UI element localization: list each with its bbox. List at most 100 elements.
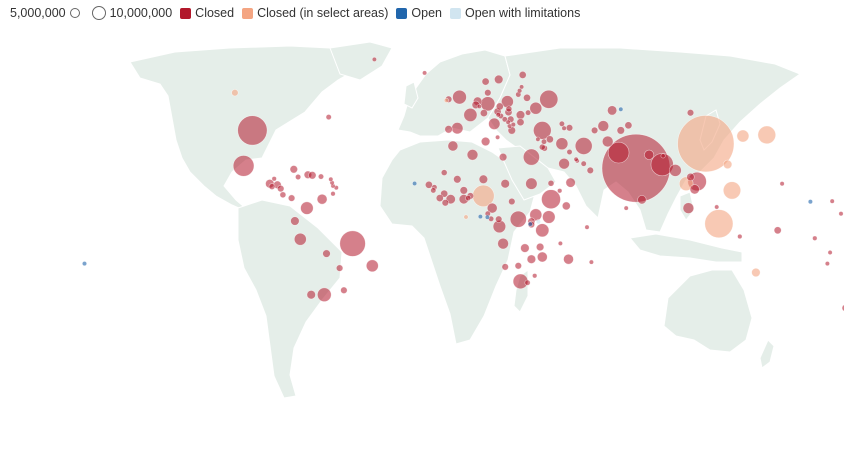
country-bubble-127[interactable]: [660, 153, 666, 159]
country-bubble-165[interactable]: [494, 74, 504, 84]
country-bubble-8[interactable]: [232, 155, 255, 177]
country-bubble-93[interactable]: [441, 199, 449, 207]
country-bubble-142[interactable]: [524, 279, 531, 286]
country-bubble-141[interactable]: [532, 273, 538, 279]
country-bubble-47[interactable]: [466, 149, 479, 161]
country-bubble-34[interactable]: [535, 223, 550, 238]
country-bubble-37[interactable]: [525, 177, 538, 190]
legend-open-limited[interactable]: Open with limitations: [450, 6, 580, 20]
country-bubble-150[interactable]: [516, 118, 525, 127]
country-bubble-2[interactable]: [237, 115, 268, 146]
country-bubble-125[interactable]: [624, 121, 633, 130]
country-bubble-58[interactable]: [686, 172, 695, 182]
country-bubble-119[interactable]: [535, 136, 541, 142]
country-bubble-68[interactable]: [336, 264, 344, 272]
country-bubble-120[interactable]: [561, 125, 567, 131]
country-bubble-126[interactable]: [686, 109, 695, 117]
country-bubble-4[interactable]: [704, 209, 734, 239]
country-bubble-15[interactable]: [509, 210, 527, 228]
country-bubble-94[interactable]: [453, 175, 462, 184]
country-bubble-50[interactable]: [499, 153, 508, 162]
country-bubble-98[interactable]: [478, 174, 489, 184]
country-bubble-109[interactable]: [565, 177, 576, 188]
country-bubble-123[interactable]: [590, 126, 599, 134]
country-bubble-39[interactable]: [536, 251, 548, 263]
country-bubble-113[interactable]: [573, 156, 579, 162]
country-bubble-122[interactable]: [565, 124, 574, 132]
country-bubble-182[interactable]: [412, 181, 418, 187]
country-bubble-80[interactable]: [317, 173, 324, 180]
country-bubble-28[interactable]: [555, 137, 569, 150]
country-bubble-18[interactable]: [480, 96, 496, 112]
country-bubble-106[interactable]: [557, 188, 563, 194]
country-bubble-114[interactable]: [566, 149, 573, 156]
country-bubble-157[interactable]: [479, 109, 488, 117]
country-bubble-166[interactable]: [481, 77, 490, 86]
country-bubble-76[interactable]: [289, 165, 298, 174]
country-bubble-158[interactable]: [495, 102, 504, 111]
country-bubble-46[interactable]: [500, 179, 510, 189]
country-bubble-107[interactable]: [547, 180, 555, 187]
country-bubble-183[interactable]: [477, 214, 483, 220]
country-bubble-108[interactable]: [561, 201, 571, 211]
country-bubble-136[interactable]: [779, 181, 785, 187]
country-bubble-78[interactable]: [308, 171, 317, 180]
country-bubble-95[interactable]: [440, 169, 448, 176]
country-bubble-33[interactable]: [451, 122, 464, 135]
country-bubble-79[interactable]: [295, 174, 302, 181]
country-bubble-63[interactable]: [231, 89, 239, 97]
country-bubble-159[interactable]: [505, 105, 513, 113]
country-bubble-48[interactable]: [447, 140, 459, 152]
country-bubble-167[interactable]: [484, 89, 492, 97]
country-bubble-5[interactable]: [607, 141, 630, 164]
country-bubble-92[interactable]: [435, 194, 444, 202]
country-bubble-172[interactable]: [444, 125, 453, 134]
country-bubble-188[interactable]: [484, 214, 490, 220]
country-bubble-42[interactable]: [459, 186, 468, 195]
country-bubble-134[interactable]: [829, 198, 835, 204]
country-bubble-25[interactable]: [736, 129, 750, 143]
country-bubble-90[interactable]: [430, 187, 437, 194]
country-bubble-27[interactable]: [668, 164, 682, 177]
country-bubble-75[interactable]: [268, 183, 276, 190]
country-bubble-111[interactable]: [580, 160, 587, 167]
country-bubble-130[interactable]: [812, 235, 818, 241]
country-bubble-175[interactable]: [510, 121, 516, 128]
country-bubble-185[interactable]: [807, 199, 813, 205]
country-bubble-66[interactable]: [290, 216, 300, 226]
country-bubble-73[interactable]: [288, 194, 296, 202]
country-bubble-160[interactable]: [523, 93, 531, 102]
country-bubble-149[interactable]: [515, 110, 526, 120]
country-bubble-67[interactable]: [316, 193, 328, 205]
country-bubble-180[interactable]: [365, 259, 379, 273]
country-bubble-22[interactable]: [317, 287, 332, 302]
country-bubble-139[interactable]: [584, 224, 590, 230]
country-bubble-53[interactable]: [601, 135, 614, 148]
country-bubble-81[interactable]: [330, 191, 336, 197]
country-bubble-121[interactable]: [558, 120, 565, 127]
country-bubble-135[interactable]: [824, 261, 830, 267]
country-bubble-69[interactable]: [340, 286, 348, 294]
country-bubble-147[interactable]: [495, 134, 501, 140]
country-bubble-59[interactable]: [722, 159, 733, 169]
country-bubble-86[interactable]: [271, 176, 277, 182]
country-bubble-118[interactable]: [546, 135, 554, 144]
country-bubble-189[interactable]: [535, 219, 541, 225]
country-bubble-187[interactable]: [527, 221, 533, 227]
country-bubble-16[interactable]: [541, 189, 561, 209]
country-bubble-163[interactable]: [519, 84, 525, 90]
legend-closed[interactable]: Closed: [180, 6, 234, 20]
country-bubble-177[interactable]: [422, 70, 428, 76]
country-bubble-41[interactable]: [520, 243, 530, 253]
legend-closed-select-areas[interactable]: Closed (in select areas): [242, 6, 388, 20]
country-bubble-20[interactable]: [452, 89, 467, 105]
country-bubble-102[interactable]: [495, 215, 503, 223]
country-bubble-87[interactable]: [325, 114, 332, 121]
country-bubble-140[interactable]: [557, 240, 563, 246]
country-bubble-85[interactable]: [328, 176, 334, 182]
country-bubble-1[interactable]: [677, 115, 735, 173]
country-bubble-145[interactable]: [526, 254, 537, 264]
country-bubble-14[interactable]: [757, 125, 776, 145]
country-bubble-110[interactable]: [586, 166, 594, 174]
country-bubble-99[interactable]: [508, 197, 516, 206]
